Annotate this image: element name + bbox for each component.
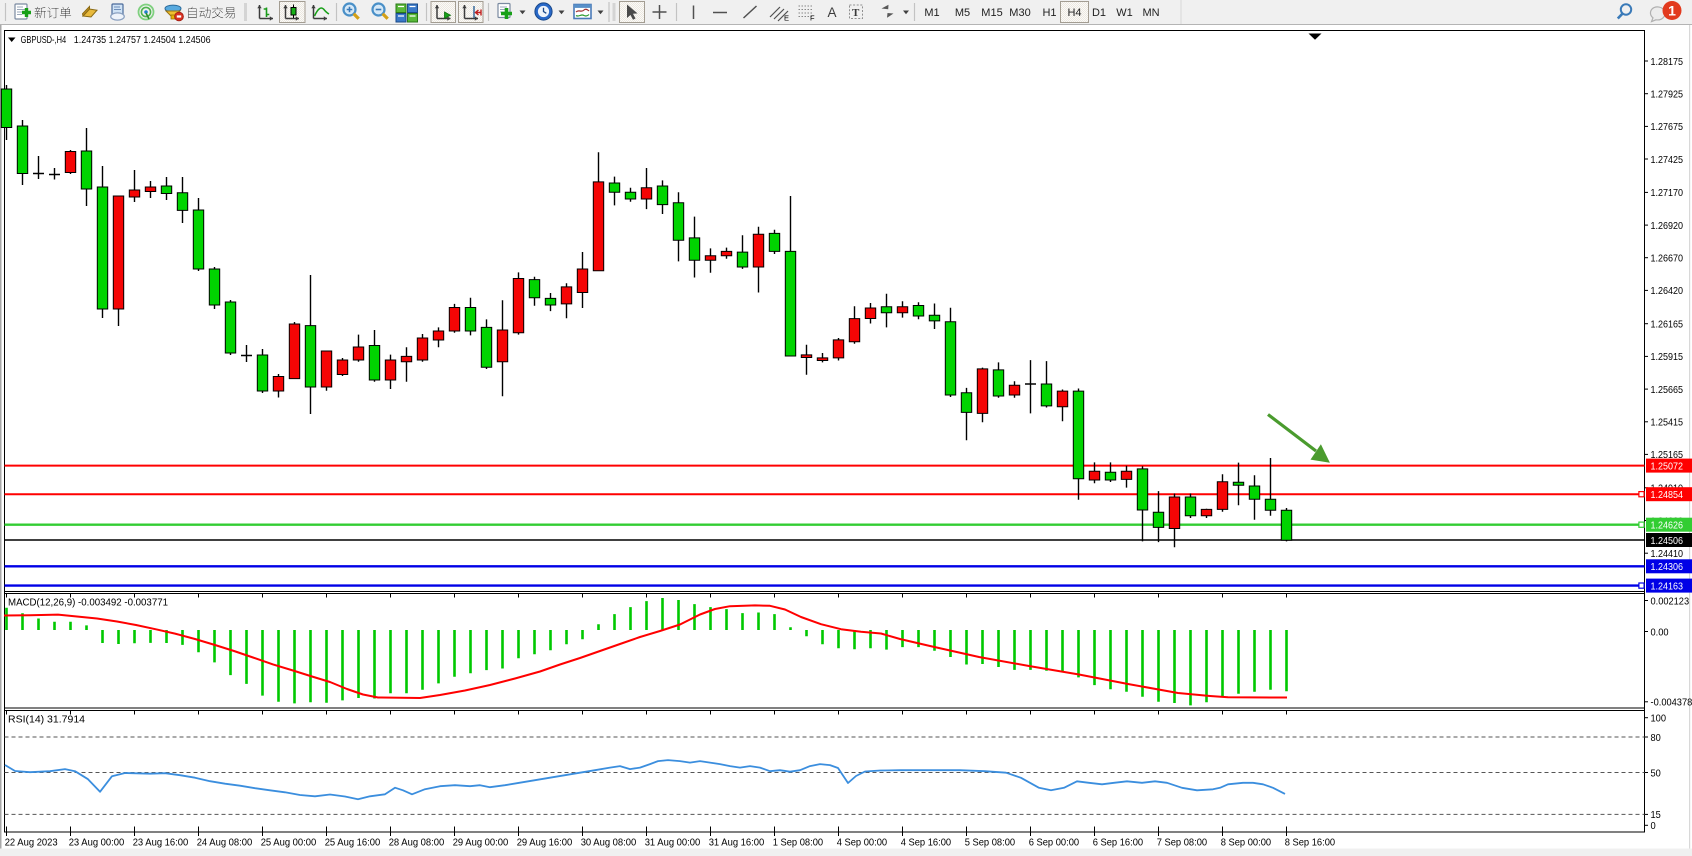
svg-text:1.24735 1.24757 1.24504 1.2450: 1.24735 1.24757 1.24504 1.24506 [74, 35, 211, 46]
svg-text:4 Sep 16:00: 4 Sep 16:00 [901, 838, 952, 849]
svg-text:GBPUSD-,H4: GBPUSD-,H4 [21, 35, 67, 46]
svg-text:0.002123: 0.002123 [1651, 596, 1690, 607]
svg-text:4 Sep 00:00: 4 Sep 00:00 [837, 838, 888, 849]
svg-text:1.27925: 1.27925 [1651, 90, 1684, 101]
svg-text:H1: H1 [1042, 7, 1056, 19]
svg-text:6 Sep 16:00: 6 Sep 16:00 [1093, 838, 1144, 849]
svg-text:1.26165: 1.26165 [1651, 320, 1684, 331]
svg-text:1.24506: 1.24506 [1651, 536, 1684, 547]
svg-text:1.27170: 1.27170 [1651, 188, 1684, 199]
svg-text:23 Aug 16:00: 23 Aug 16:00 [133, 838, 189, 849]
svg-text:1.24410: 1.24410 [1651, 549, 1684, 560]
svg-text:5 Sep 08:00: 5 Sep 08:00 [965, 838, 1016, 849]
svg-text:25 Aug 00:00: 25 Aug 00:00 [261, 838, 317, 849]
svg-text:25 Aug 16:00: 25 Aug 16:00 [325, 838, 381, 849]
svg-text:T: T [852, 7, 860, 19]
svg-text:31 Aug 16:00: 31 Aug 16:00 [709, 838, 765, 849]
svg-text:0.00: 0.00 [1651, 627, 1669, 638]
svg-text:MACD(12,26,9) -0.003492 -0.003: MACD(12,26,9) -0.003492 -0.003771 [8, 598, 168, 609]
svg-text:1.25665: 1.25665 [1651, 385, 1684, 396]
svg-text:1.28175: 1.28175 [1651, 57, 1684, 68]
svg-text:1.25915: 1.25915 [1651, 352, 1684, 363]
svg-text:F: F [810, 14, 815, 23]
svg-text:1 Sep 08:00: 1 Sep 08:00 [773, 838, 824, 849]
svg-text:1.26670: 1.26670 [1651, 254, 1684, 265]
svg-text:31 Aug 00:00: 31 Aug 00:00 [645, 838, 701, 849]
svg-text:-0.004378: -0.004378 [1651, 698, 1692, 709]
svg-text:100: 100 [1651, 714, 1667, 725]
svg-text:1.24626: 1.24626 [1651, 521, 1684, 532]
svg-text:7 Sep 08:00: 7 Sep 08:00 [1157, 838, 1208, 849]
svg-text:8 Sep 00:00: 8 Sep 00:00 [1221, 838, 1272, 849]
svg-text:1.24854: 1.24854 [1651, 490, 1684, 501]
svg-text:23 Aug 00:00: 23 Aug 00:00 [69, 838, 125, 849]
svg-text:M30: M30 [1009, 7, 1030, 19]
svg-text:MN: MN [1142, 7, 1159, 19]
svg-text:1.27675: 1.27675 [1651, 122, 1684, 133]
svg-text:24 Aug 08:00: 24 Aug 08:00 [197, 838, 253, 849]
svg-text:22 Aug 2023: 22 Aug 2023 [5, 838, 58, 849]
svg-text:H4: H4 [1067, 7, 1081, 19]
svg-text:8 Sep 16:00: 8 Sep 16:00 [1285, 838, 1336, 849]
svg-text:1.24306: 1.24306 [1651, 562, 1684, 573]
svg-text:1.26920: 1.26920 [1651, 221, 1684, 232]
svg-text:D1: D1 [1092, 7, 1106, 19]
svg-text:29 Aug 00:00: 29 Aug 00:00 [453, 838, 509, 849]
svg-text:1.25165: 1.25165 [1651, 450, 1684, 461]
svg-text:28 Aug 08:00: 28 Aug 08:00 [389, 838, 445, 849]
svg-text:1.24163: 1.24163 [1651, 581, 1684, 592]
svg-text:50: 50 [1651, 768, 1661, 779]
svg-text:6 Sep 00:00: 6 Sep 00:00 [1029, 838, 1080, 849]
svg-text:M15: M15 [981, 7, 1002, 19]
svg-text:15: 15 [1651, 810, 1661, 821]
svg-text:1.25415: 1.25415 [1651, 418, 1684, 429]
svg-text:M1: M1 [924, 7, 939, 19]
svg-text:A: A [828, 5, 837, 20]
svg-text:M5: M5 [955, 7, 970, 19]
svg-text:1: 1 [1668, 3, 1676, 19]
svg-text:1.27425: 1.27425 [1651, 155, 1684, 166]
svg-text:1.26420: 1.26420 [1651, 286, 1684, 297]
svg-text:80: 80 [1651, 733, 1661, 744]
svg-text:E: E [784, 14, 789, 23]
svg-text:0: 0 [1651, 821, 1656, 832]
svg-text:1.25072: 1.25072 [1651, 461, 1684, 472]
svg-text:30 Aug 08:00: 30 Aug 08:00 [581, 838, 637, 849]
svg-text:29 Aug 16:00: 29 Aug 16:00 [517, 838, 573, 849]
svg-text:W1: W1 [1116, 7, 1133, 19]
svg-text:RSI(14) 31.7914: RSI(14) 31.7914 [8, 715, 85, 726]
